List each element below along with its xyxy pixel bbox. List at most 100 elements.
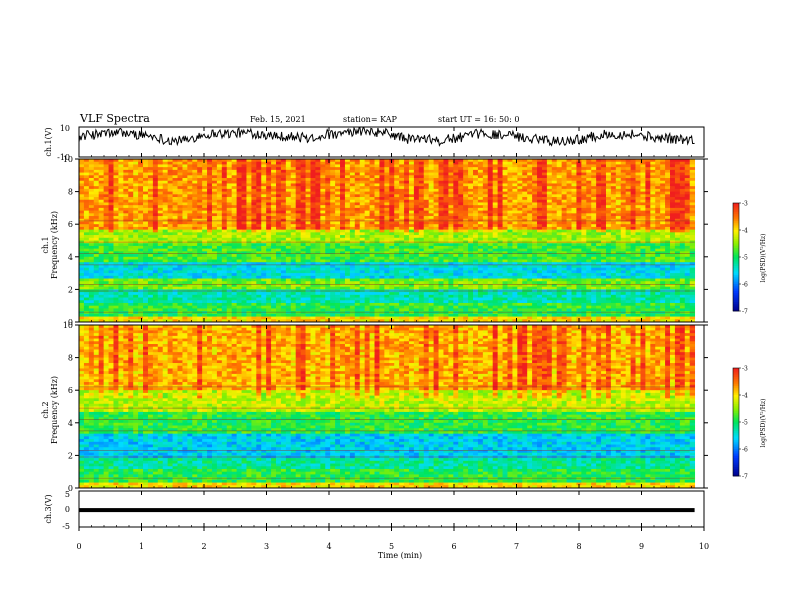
spectrogram-cell bbox=[487, 226, 494, 231]
spectrogram-cell bbox=[79, 210, 85, 214]
spectrogram-cell bbox=[231, 159, 237, 163]
spectrogram-cell bbox=[468, 256, 474, 260]
spectrogram-cell bbox=[143, 175, 149, 179]
spectrogram-cell bbox=[482, 210, 489, 214]
spectrogram-cell bbox=[473, 180, 479, 184]
spectrogram-cell bbox=[88, 175, 95, 179]
spectrogram-cell bbox=[660, 175, 666, 179]
spectrogram-cell bbox=[261, 159, 267, 163]
spectrogram-cell bbox=[591, 256, 597, 260]
spectrogram-cell bbox=[202, 167, 208, 171]
spectrogram-cell bbox=[271, 194, 277, 198]
spectrogram-cell bbox=[256, 232, 262, 236]
spectrogram-cell bbox=[561, 199, 567, 203]
spectrogram-cell bbox=[576, 229, 582, 233]
spectrogram-cell bbox=[517, 264, 523, 269]
spectrogram-cell bbox=[615, 235, 622, 239]
spectrogram-cell bbox=[453, 161, 459, 165]
spectrogram-cell bbox=[650, 186, 656, 190]
spectrogram-cell bbox=[571, 235, 577, 239]
spectrogram-cell bbox=[251, 197, 257, 201]
spectrogram-cell bbox=[433, 245, 439, 250]
spectrogram-cell bbox=[167, 216, 173, 220]
spectrogram-cell bbox=[197, 226, 203, 231]
spectrogram-cell bbox=[394, 245, 400, 250]
spectrogram-cell bbox=[551, 221, 558, 225]
spectrogram-cell bbox=[354, 224, 361, 228]
spectrogram-cell bbox=[88, 216, 95, 220]
spectrogram-cell bbox=[231, 232, 237, 236]
spectrogram-cell bbox=[83, 237, 90, 241]
spectrogram-cell bbox=[103, 251, 109, 255]
spectrogram-cell bbox=[187, 248, 193, 252]
spectrogram-cell bbox=[261, 235, 267, 239]
spectrogram-cell bbox=[202, 186, 208, 190]
spectrogram-cell bbox=[138, 207, 144, 212]
spectrogram-cell bbox=[276, 245, 282, 250]
spectrogram-cell bbox=[640, 248, 646, 252]
spectrogram-cell bbox=[546, 218, 553, 222]
spectrogram-cell bbox=[443, 264, 449, 269]
spectrogram-cell bbox=[541, 197, 548, 201]
spectrogram-cell bbox=[655, 159, 661, 163]
spectrogram-cell bbox=[566, 194, 572, 198]
spectrogram-cell bbox=[221, 197, 228, 201]
spectrogram-cell bbox=[138, 256, 144, 260]
spectrogram-cell bbox=[507, 188, 513, 192]
spectrogram-cell bbox=[443, 248, 449, 252]
spectrogram-cell bbox=[581, 161, 587, 165]
spectrogram-cell bbox=[591, 245, 597, 250]
spectrogram-cell bbox=[413, 226, 420, 231]
spectrogram-cell bbox=[394, 224, 400, 228]
spectrogram-cell bbox=[605, 262, 612, 266]
spectrogram-cell bbox=[674, 205, 681, 209]
spectrogram-cell bbox=[182, 254, 188, 258]
spectrogram-cell bbox=[561, 232, 567, 236]
spectrogram-cell bbox=[310, 194, 316, 198]
spectrogram-cell bbox=[384, 256, 390, 260]
spectrogram-cell bbox=[354, 264, 361, 269]
spectrogram-cell bbox=[241, 207, 247, 212]
spectrogram-cell bbox=[300, 180, 306, 184]
spectrogram-cell bbox=[315, 224, 321, 228]
spectrogram-cell bbox=[399, 248, 405, 252]
spectrogram-cell bbox=[320, 224, 326, 228]
spectrogram-cell bbox=[423, 254, 430, 258]
spectrogram-cell bbox=[172, 216, 178, 220]
spectrogram-cell bbox=[167, 186, 173, 190]
spectrogram-cell bbox=[576, 224, 582, 228]
spectrogram-cell bbox=[305, 191, 311, 195]
spectrogram-cell bbox=[320, 191, 326, 195]
spectrogram-cell bbox=[655, 245, 661, 250]
spectrogram-cell bbox=[448, 221, 454, 225]
spectrogram-cell bbox=[418, 164, 425, 168]
spectrogram-cell bbox=[138, 197, 144, 201]
spectrogram-cell bbox=[492, 205, 499, 209]
spectrogram-cell bbox=[231, 218, 237, 222]
spectrogram-cell bbox=[645, 164, 651, 168]
spectrogram-cell bbox=[340, 167, 346, 171]
spectrogram-cell bbox=[88, 262, 95, 266]
spectrogram-cell bbox=[123, 218, 129, 222]
spectrogram-cell bbox=[236, 226, 242, 231]
spectrogram-cell bbox=[665, 254, 671, 258]
spectrogram-cell bbox=[660, 216, 666, 220]
spectrogram-cell bbox=[295, 159, 302, 163]
spectrogram-cell bbox=[290, 216, 297, 220]
spectrogram-cell bbox=[177, 175, 183, 179]
spectrogram-cell bbox=[261, 221, 267, 225]
spectrogram-cell bbox=[512, 172, 518, 176]
spectrogram-cell bbox=[635, 259, 641, 263]
spectrogram-cell bbox=[601, 216, 607, 220]
spectrogram-cell bbox=[374, 237, 380, 241]
spectrogram-cell bbox=[266, 237, 272, 241]
spectrogram-cell bbox=[413, 210, 420, 214]
spectrogram-cell bbox=[689, 254, 696, 258]
spectrogram-cell bbox=[261, 191, 267, 195]
spectrogram-cell bbox=[167, 237, 173, 241]
spectrogram-cell bbox=[79, 262, 85, 266]
spectrogram-cell bbox=[684, 237, 691, 241]
spectrogram-cell bbox=[256, 188, 262, 192]
spectrogram-cell bbox=[315, 262, 321, 266]
spectrogram-cell bbox=[310, 235, 316, 239]
